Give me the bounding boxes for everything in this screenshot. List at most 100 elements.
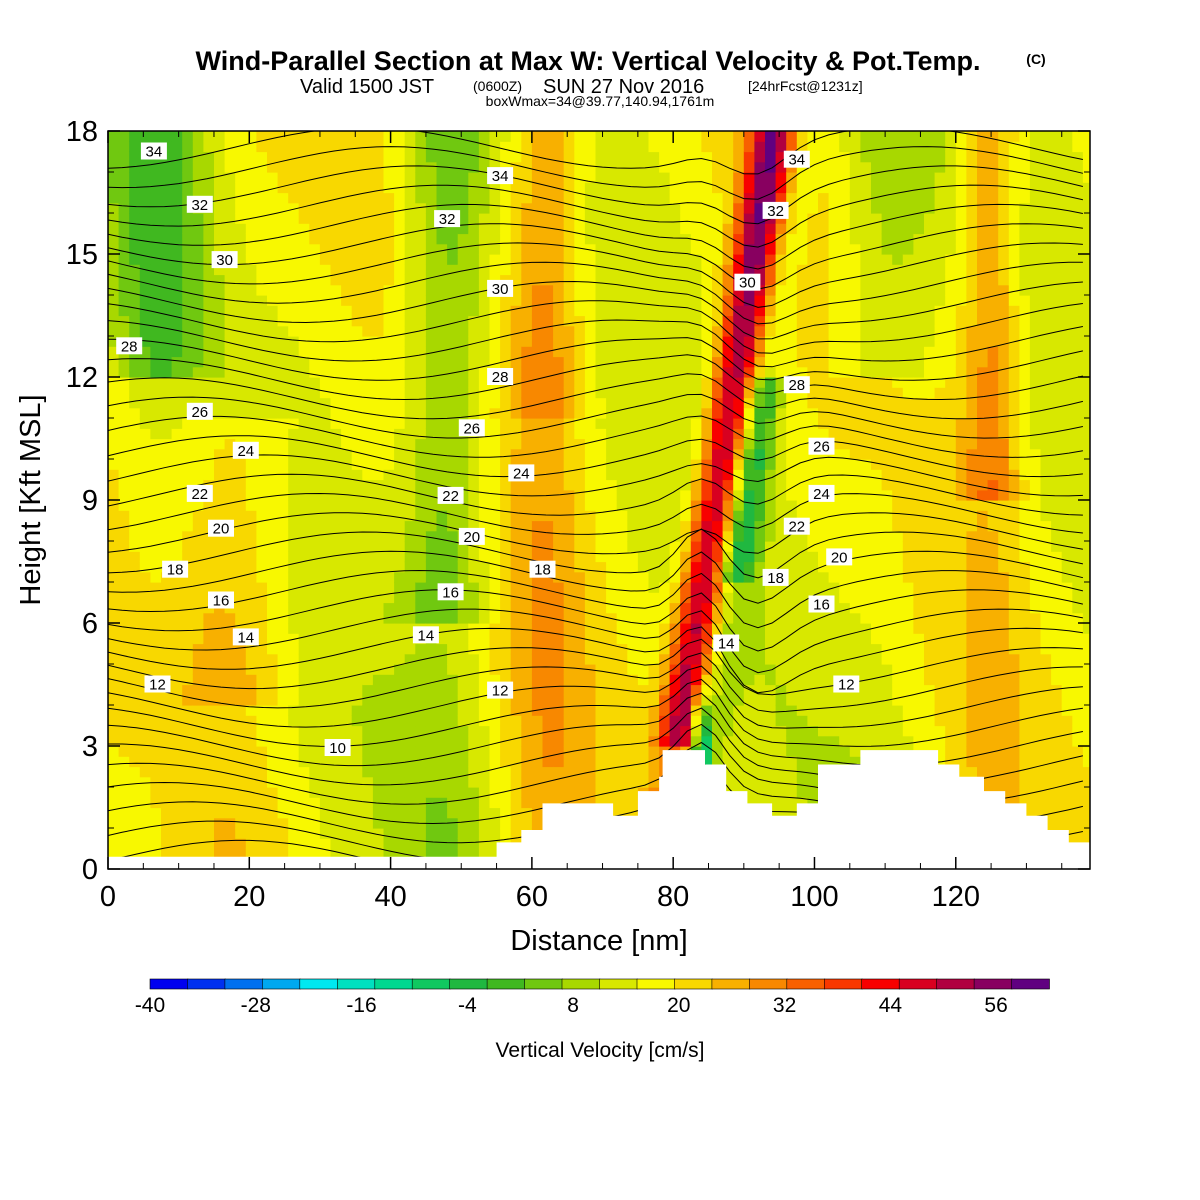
velocity-cell — [383, 684, 395, 696]
velocity-cell — [192, 776, 204, 788]
velocity-cell — [404, 725, 416, 737]
velocity-cell — [235, 592, 247, 604]
velocity-cell — [563, 131, 575, 142]
velocity-cell — [150, 397, 162, 409]
velocity-cell — [214, 612, 226, 624]
velocity-cell — [765, 530, 777, 542]
velocity-cell — [288, 541, 300, 552]
velocity-cell — [828, 643, 840, 655]
velocity-cell — [192, 694, 204, 706]
velocity-cell — [425, 828, 438, 839]
velocity-cell — [648, 377, 660, 388]
velocity-cell — [553, 305, 565, 317]
velocity-cell — [129, 787, 141, 798]
velocity-cell — [330, 407, 342, 419]
velocity-cell — [574, 172, 586, 183]
velocity-cell — [765, 274, 777, 286]
velocity-cell — [627, 274, 639, 286]
velocity-cell — [669, 336, 681, 347]
velocity-cell — [330, 520, 342, 532]
velocity-cell — [203, 346, 215, 358]
velocity-cell — [574, 428, 586, 440]
velocity-cell — [468, 172, 480, 183]
velocity-cell — [500, 530, 512, 542]
velocity-cell — [754, 254, 766, 265]
velocity-cell — [288, 366, 300, 378]
velocity-cell — [521, 161, 533, 173]
velocity-cell — [563, 161, 575, 173]
velocity-cell — [478, 746, 491, 757]
velocity-cell — [351, 735, 363, 747]
velocity-cell — [330, 448, 342, 460]
velocity-cell — [214, 366, 226, 378]
velocity-cell — [743, 346, 755, 358]
velocity-cell — [139, 797, 151, 809]
velocity-cell — [606, 448, 618, 460]
velocity-cell — [722, 489, 734, 501]
velocity-cell — [754, 715, 766, 727]
velocity-cell — [595, 756, 607, 768]
velocity-cell — [510, 479, 522, 491]
velocity-cell — [362, 305, 374, 317]
velocity-cell — [277, 705, 289, 716]
velocity-cell — [351, 848, 363, 860]
velocity-cell — [775, 612, 787, 624]
velocity-cell — [595, 438, 607, 450]
velocity-cell — [722, 735, 734, 747]
velocity-cell — [680, 295, 692, 306]
velocity-cell — [182, 346, 194, 358]
velocity-cell — [404, 182, 416, 194]
velocity-cell — [203, 766, 215, 778]
velocity-cell — [182, 817, 194, 829]
velocity-cell — [415, 243, 427, 255]
velocity-cell — [235, 674, 247, 686]
velocity-cell — [786, 243, 798, 255]
velocity-cell — [277, 551, 289, 563]
velocity-cell — [648, 725, 660, 737]
velocity-cell — [129, 766, 141, 778]
velocity-cell — [362, 653, 374, 665]
velocity-cell — [224, 428, 236, 440]
velocity-cell — [775, 787, 787, 798]
velocity-cell — [510, 500, 522, 511]
velocity-cell — [786, 715, 798, 727]
velocity-cell — [563, 469, 575, 481]
velocity-cell — [563, 510, 575, 522]
velocity-cell — [733, 530, 745, 542]
velocity-cell — [277, 141, 289, 153]
velocity-cell — [574, 141, 586, 153]
velocity-cell — [245, 223, 257, 235]
velocity-cell — [192, 674, 204, 686]
velocity-cell — [669, 233, 681, 245]
velocity-cell — [447, 715, 459, 727]
velocity-cell — [298, 366, 310, 378]
velocity-cell — [606, 243, 618, 255]
velocity-cell — [425, 336, 438, 347]
velocity-cell — [341, 428, 353, 440]
velocity-cell — [690, 674, 702, 686]
velocity-cell — [828, 315, 840, 327]
velocity-cell — [722, 592, 734, 604]
velocity-cell — [468, 397, 480, 409]
velocity-cell — [775, 356, 787, 368]
velocity-cell — [267, 356, 279, 368]
velocity-cell — [394, 295, 406, 306]
velocity-cell — [171, 141, 183, 153]
velocity-cell — [743, 489, 755, 501]
velocity-cell — [606, 325, 618, 337]
velocity-cell — [436, 776, 448, 788]
velocity-cell — [712, 356, 724, 368]
velocity-cell — [690, 254, 702, 265]
velocity-cell — [118, 377, 130, 388]
velocity-cell — [362, 766, 374, 778]
velocity-cell — [415, 807, 427, 819]
velocity-cell — [235, 407, 247, 419]
velocity-cell — [383, 643, 395, 655]
velocity-cell — [161, 315, 173, 327]
velocity-cell — [383, 315, 395, 327]
velocity-cell — [595, 551, 607, 563]
velocity-cell — [309, 233, 321, 245]
velocity-cell — [171, 520, 183, 532]
velocity-cell — [383, 541, 395, 552]
velocity-cell — [510, 725, 522, 737]
